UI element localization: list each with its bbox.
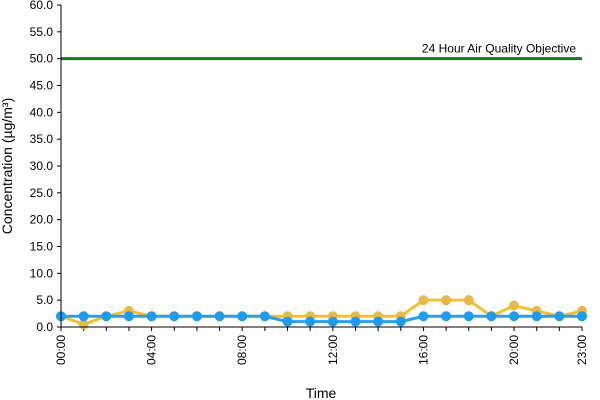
series-2-point <box>418 311 429 322</box>
series-2-point <box>373 316 384 327</box>
x-tick-label: 04:00 <box>145 335 159 365</box>
x-axis-title: Time <box>306 385 337 400</box>
x-axis-ticks: 00:00 04:00 08:00 12:00 16:00 20:00 23:00 <box>54 327 589 365</box>
series-2-point <box>123 311 134 322</box>
series-group <box>56 295 587 330</box>
x-tick-label: 00:00 <box>54 335 68 365</box>
x-tick-label: 12:00 <box>326 335 340 365</box>
series-2-point <box>214 311 225 322</box>
series-2-point <box>327 316 338 327</box>
y-tick-label: 15.0 <box>30 240 54 254</box>
series-2-point <box>577 311 587 322</box>
series-2-point <box>169 311 180 322</box>
series-2-point <box>78 311 89 322</box>
series-2-point <box>395 316 406 327</box>
air-quality-objective-label: 24 Hour Air Quality Objective <box>422 42 576 56</box>
series-2-point <box>463 311 474 322</box>
series-2-point <box>191 311 202 322</box>
series-2-point <box>101 311 112 322</box>
y-axis-ticks: 0.0 5.0 10.0 15.0 20.0 25.0 30.0 35.0 40.0 45.0 50… <box>30 0 61 334</box>
series-1-point <box>509 300 520 311</box>
series-2-point <box>350 316 361 327</box>
y-tick-label: 25.0 <box>30 186 54 200</box>
x-tick-label: 08:00 <box>235 335 249 365</box>
y-tick-label: 30.0 <box>30 159 54 173</box>
series-2-point <box>282 316 293 327</box>
y-tick-label: 40.0 <box>30 105 54 119</box>
y-tick-label: 5.0 <box>36 293 53 307</box>
y-tick-label: 45.0 <box>30 79 54 93</box>
y-tick-label: 35.0 <box>30 132 54 146</box>
y-tick-label: 20.0 <box>30 213 54 227</box>
series-1-point <box>418 295 429 306</box>
y-tick-label: 50.0 <box>30 52 54 66</box>
x-tick-label: 23:00 <box>575 335 589 365</box>
series-1-point <box>441 295 452 306</box>
series-2-point <box>146 311 157 322</box>
y-tick-label: 60.0 <box>30 0 54 12</box>
series-2-point <box>237 311 248 322</box>
series-1-point <box>463 295 474 306</box>
x-tick-label: 20:00 <box>507 335 521 365</box>
y-tick-label: 0.0 <box>36 320 53 334</box>
series-2-point <box>554 311 565 322</box>
series-2-point <box>259 311 270 322</box>
axes <box>60 5 582 328</box>
x-tick-label: 16:00 <box>416 335 430 365</box>
y-tick-label: 55.0 <box>30 25 54 39</box>
series-2-point <box>486 311 497 322</box>
y-tick-label: 10.0 <box>30 266 54 280</box>
series-2-point <box>509 311 520 322</box>
series-2-point <box>441 311 452 322</box>
series-2-point <box>305 316 316 327</box>
series-2-point <box>531 311 542 322</box>
reference-line-group: 24 Hour Air Quality Objective <box>61 42 582 61</box>
y-axis-title: Concentration (µg/m³) <box>0 98 15 234</box>
